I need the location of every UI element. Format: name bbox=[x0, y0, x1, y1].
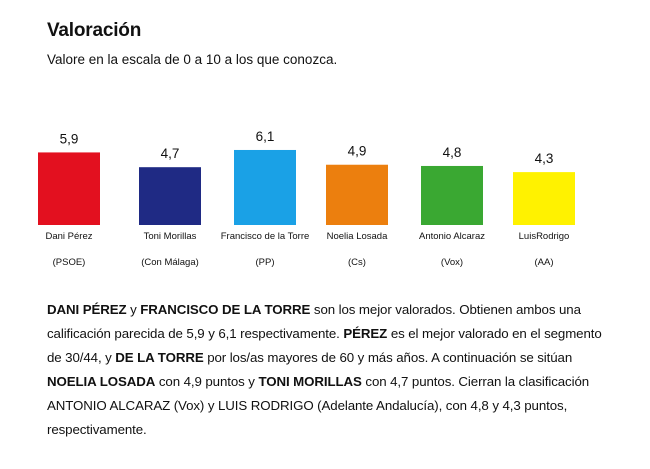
party-label-antonio-alcaraz: (Vox) bbox=[441, 257, 463, 268]
party-label-toni-morillas: (Con Málaga) bbox=[141, 257, 199, 268]
party-label-francisco-de-la-torre: (PP) bbox=[256, 257, 275, 268]
value-label-antonio-alcaraz: 4,8 bbox=[443, 145, 462, 160]
value-label-dani-perez: 5,9 bbox=[60, 131, 79, 146]
value-label-toni-morillas: 4,7 bbox=[161, 146, 180, 161]
paragraph-text: son los mejor valorados. Obtienen ambos … bbox=[47, 302, 581, 341]
rating-bar-chart: 5,9 Dani Pérez (PSOE) 4,7 Toni Morillas (Con … bbox=[38, 129, 575, 268]
party-label-noelia-losada: (Cs) bbox=[348, 257, 366, 268]
page-title: Valoración bbox=[47, 20, 142, 41]
highlighted-name: DANI PÉREZ bbox=[47, 302, 127, 317]
summary-paragraph: DANI PÉREZ y FRANCISCO DE LA TORRE son l… bbox=[47, 298, 607, 442]
value-label-francisco-de-la-torre: 6,1 bbox=[256, 129, 275, 144]
highlighted-name: PÉREZ bbox=[343, 326, 388, 341]
category-label-antonio-alcaraz: Antonio Alcaraz bbox=[419, 231, 485, 242]
paragraph-text: con 4,7 puntos. Cierran la clasificación… bbox=[47, 374, 590, 437]
party-label-dani-perez: (PSOE) bbox=[53, 257, 86, 268]
highlighted-name: DE LA TORRE bbox=[115, 350, 204, 365]
highlighted-name: FRANCISCO DE LA TORRE bbox=[140, 302, 311, 317]
category-label-francisco-de-la-torre: Francisco de la Torre bbox=[221, 231, 310, 242]
paragraph-text: con 4,9 puntos y bbox=[155, 374, 259, 389]
highlighted-name: NOELIA LOSADA bbox=[47, 374, 156, 389]
paragraph-text: por los/as mayores de 60 y más años. A c… bbox=[203, 350, 573, 365]
bar-noelia-losada bbox=[326, 164, 388, 225]
paragraph-text: es el mejor valorado en el segmento de 3… bbox=[47, 326, 602, 365]
value-label-luisrodrigo: 4,3 bbox=[535, 151, 554, 166]
bar-dani-perez bbox=[38, 152, 100, 225]
category-label-luisrodrigo: LuisRodrigo bbox=[519, 231, 570, 242]
highlighted-name: TONI MORILLAS bbox=[258, 374, 362, 389]
value-label-noelia-losada: 4,9 bbox=[348, 144, 367, 159]
bar-toni-morillas bbox=[139, 167, 201, 225]
page-subtitle: Valore en la escala de 0 a 10 a los que … bbox=[47, 52, 338, 67]
paragraph-text: y bbox=[126, 302, 141, 317]
bar-francisco-de-la-torre bbox=[234, 149, 296, 225]
category-label-noelia-losada: Noelia Losada bbox=[327, 231, 388, 242]
party-label-luisrodrigo: (AA) bbox=[535, 257, 554, 268]
category-label-toni-morillas: Toni Morillas bbox=[144, 231, 197, 242]
category-label-dani-perez: Dani Pérez bbox=[46, 231, 93, 242]
bar-antonio-alcaraz bbox=[421, 165, 483, 225]
bar-luisrodrigo bbox=[513, 172, 575, 225]
